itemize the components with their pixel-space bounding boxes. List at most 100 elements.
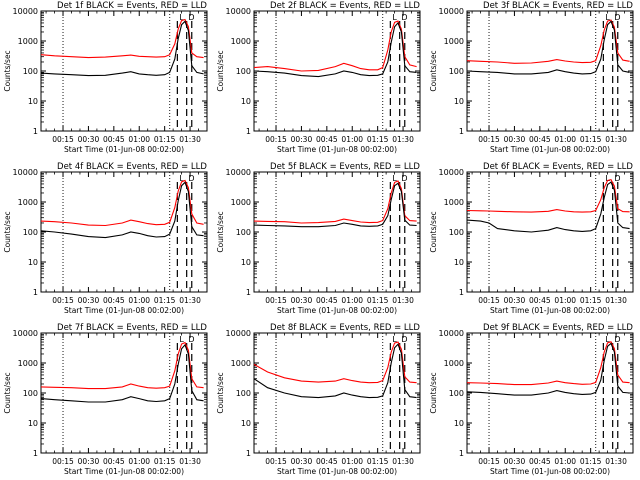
- flare-marker-label: L: [392, 174, 397, 183]
- y-tick-label: 100: [236, 228, 251, 237]
- y-tick-label: 10: [454, 97, 464, 106]
- series-line-lld: [253, 20, 417, 72]
- x-tick-label: 00:45: [529, 296, 551, 305]
- detector-panel-7: Det 7f BLACK = Events, RED = LLD 1 10 100 10…: [3, 323, 208, 476]
- panel-title: Det 8f BLACK = Events, RED = LLD: [270, 323, 420, 333]
- series-line-events: [253, 182, 417, 228]
- panel-title: Det 6f BLACK = Events, RED = LLD: [483, 162, 633, 172]
- x-tick-label: 01:15: [367, 135, 389, 144]
- y-tick-label: 1000: [231, 359, 251, 368]
- detector-panel-6: Det 6f BLACK = Events, RED = LLD 1 10 100 10…: [429, 162, 634, 315]
- x-tick-label: 01:15: [367, 296, 389, 305]
- x-tick-label: 00:30: [78, 135, 100, 144]
- series-line-events: [253, 343, 417, 399]
- flare-marker-label: L: [605, 174, 610, 183]
- y-axis-label: Counts/sec: [3, 211, 12, 252]
- series-line-lld: [466, 19, 630, 64]
- x-tick-label: 01:15: [580, 457, 602, 466]
- panel-title: Det 9f BLACK = Events, RED = LLD: [483, 323, 633, 333]
- y-tick-label: 1000: [444, 198, 464, 207]
- x-tick-label: 00:45: [316, 457, 338, 466]
- flare-marker-label: D: [188, 174, 194, 183]
- x-tick-label: 00:30: [504, 457, 526, 466]
- panel-title: Det 7f BLACK = Events, RED = LLD: [57, 323, 207, 333]
- x-tick-label: 01:00: [128, 135, 150, 144]
- x-axis-label: Start Time (01-Jun-08 00:02:00): [490, 467, 610, 476]
- x-tick-label: 00:45: [103, 135, 125, 144]
- series-line-events: [466, 181, 630, 233]
- y-tick-label: 100: [449, 67, 464, 76]
- detector-panel-9: Det 9f BLACK = Events, RED = LLD 1 10 100 10…: [429, 323, 634, 476]
- y-axis-label: Counts/sec: [429, 211, 438, 252]
- panel-title: Det 1f BLACK = Events, RED = LLD: [57, 1, 207, 11]
- x-tick-label: 01:00: [554, 135, 576, 144]
- series-line-events: [40, 20, 204, 77]
- plot-frame: [466, 10, 634, 132]
- x-tick-label: 01:15: [580, 135, 602, 144]
- y-tick-label: 1000: [18, 37, 38, 46]
- x-tick-label: 00:30: [504, 135, 526, 144]
- y-tick-label: 100: [449, 389, 464, 398]
- x-tick-label: 00:45: [316, 296, 338, 305]
- flare-marker-label: D: [401, 13, 407, 22]
- y-tick-label: 10: [454, 258, 464, 267]
- x-tick-label: 00:15: [265, 457, 287, 466]
- y-tick-label: 1: [246, 288, 251, 297]
- detector-panel-3: Det 3f BLACK = Events, RED = LLD 1 10 100 10…: [429, 1, 634, 154]
- flare-marker-label: D: [188, 13, 194, 22]
- flare-marker-label: D: [401, 174, 407, 183]
- y-tick-label: 10000: [226, 7, 251, 16]
- y-tick-label: 100: [23, 389, 38, 398]
- y-tick-label: 10000: [439, 329, 464, 338]
- y-tick-label: 1: [459, 449, 464, 458]
- x-tick-label: 01:30: [392, 135, 414, 144]
- panel-title: Det 2f BLACK = Events, RED = LLD: [270, 1, 420, 11]
- x-tick-label: 00:15: [265, 135, 287, 144]
- y-tick-label: 1: [459, 127, 464, 136]
- flare-marker-label: L: [605, 335, 610, 344]
- series-line-lld: [253, 341, 417, 384]
- y-tick-label: 1000: [444, 37, 464, 46]
- y-tick-label: 100: [23, 228, 38, 237]
- flare-marker-label: L: [605, 13, 610, 22]
- x-tick-label: 00:45: [529, 457, 551, 466]
- x-axis-label: Start Time (01-Jun-08 00:02:00): [64, 306, 184, 315]
- x-tick-label: 00:30: [504, 296, 526, 305]
- x-tick-label: 01:00: [341, 457, 363, 466]
- series-line-events: [40, 343, 204, 403]
- x-tick-label: 00:15: [52, 457, 74, 466]
- flare-marker-label: D: [401, 335, 407, 344]
- x-tick-label: 00:30: [291, 296, 313, 305]
- detector-panel-2: Det 2f BLACK = Events, RED = LLD 1 10 100 10…: [216, 1, 421, 154]
- y-tick-label: 1: [246, 449, 251, 458]
- x-tick-label: 01:15: [154, 296, 176, 305]
- series-line-events: [40, 181, 204, 239]
- x-tick-label: 00:30: [291, 135, 313, 144]
- y-tick-label: 1: [459, 288, 464, 297]
- x-tick-label: 01:00: [554, 296, 576, 305]
- x-tick-label: 01:30: [605, 296, 627, 305]
- series-line-lld: [466, 341, 630, 386]
- x-tick-label: 00:15: [52, 296, 74, 305]
- detector-panel-4: Det 4f BLACK = Events, RED = LLD 1 10 100 10…: [3, 162, 208, 315]
- plot-frame: [40, 10, 208, 132]
- series-line-lld: [253, 180, 417, 224]
- series-line-lld: [40, 179, 204, 227]
- y-tick-label: 1: [246, 127, 251, 136]
- y-axis-label: Counts/sec: [429, 50, 438, 91]
- series-line-lld: [40, 18, 204, 59]
- y-tick-label: 10: [28, 419, 38, 428]
- x-tick-label: 00:45: [529, 135, 551, 144]
- flare-marker-label: D: [188, 335, 194, 344]
- x-tick-label: 01:15: [580, 296, 602, 305]
- x-tick-label: 00:15: [478, 135, 500, 144]
- plot-frame: [253, 10, 421, 132]
- x-tick-label: 01:30: [179, 135, 201, 144]
- flare-marker-label: L: [392, 13, 397, 22]
- detector-panel-5: Det 5f BLACK = Events, RED = LLD 1 10 100 10…: [216, 162, 421, 315]
- y-tick-label: 100: [236, 389, 251, 398]
- x-tick-label: 00:15: [478, 457, 500, 466]
- x-tick-label: 00:15: [52, 135, 74, 144]
- y-tick-label: 10000: [439, 168, 464, 177]
